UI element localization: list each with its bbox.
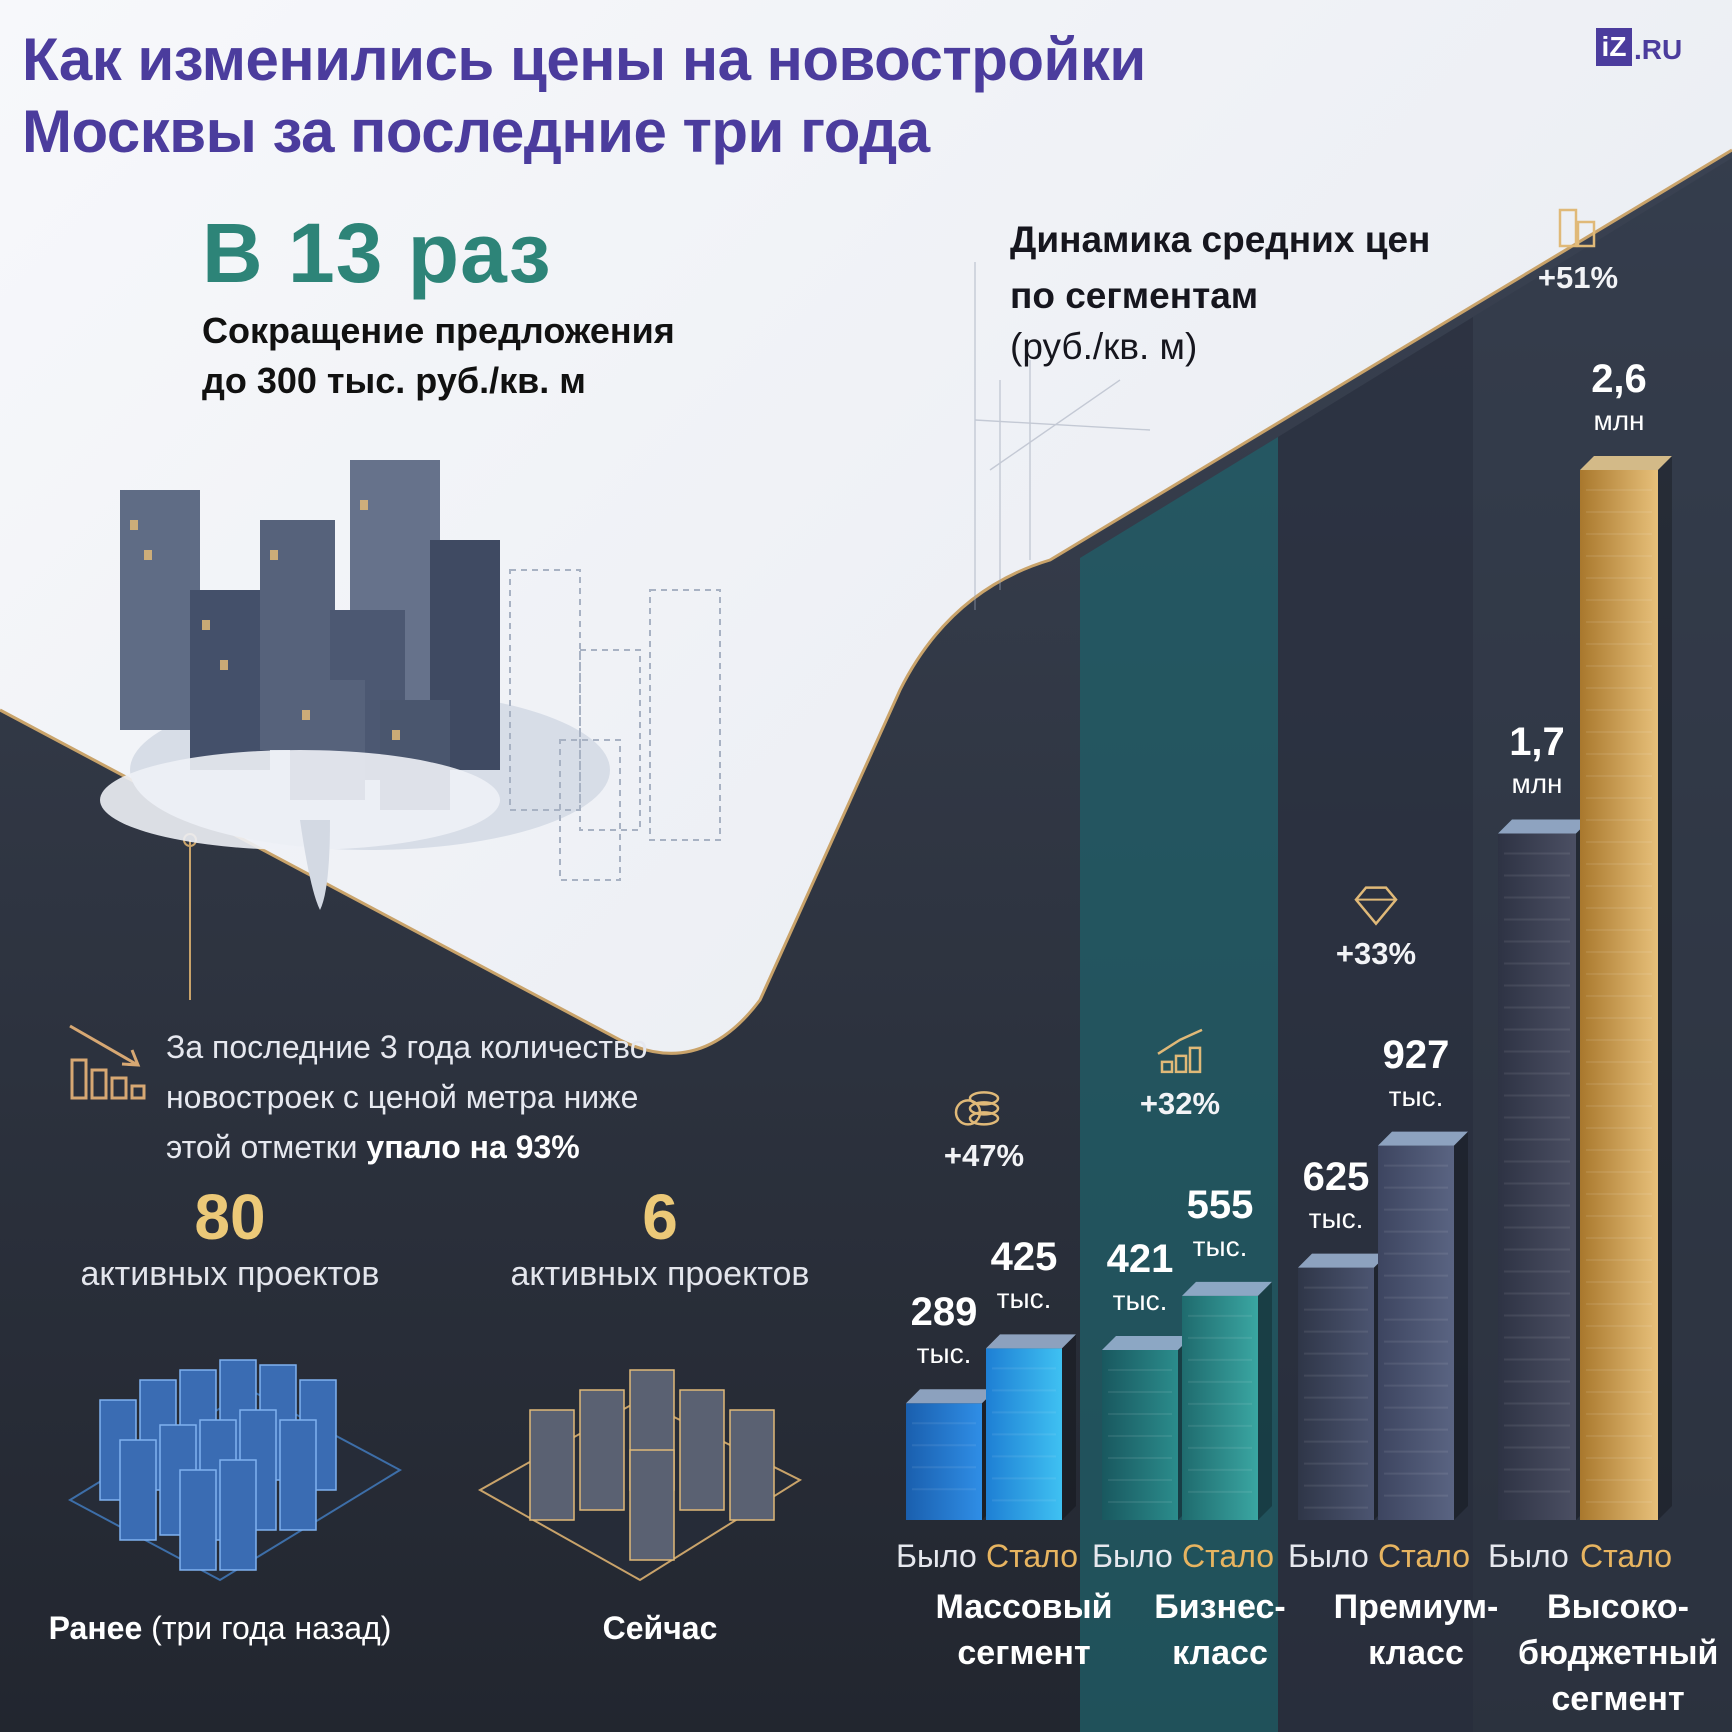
growth-chart-icon — [1157, 1028, 1203, 1074]
projects-before-label: активных проектов — [80, 1255, 380, 1293]
value-label-was-2: 625 тыс. — [1268, 1156, 1404, 1240]
drop-note-line-2: новостроек с ценой метра ниже — [166, 1079, 639, 1115]
projects-now-count: 6 — [642, 1181, 678, 1253]
reduction-description: Сокращение предложения до 300 тыс. руб./… — [202, 306, 675, 406]
bar-was-3 — [1498, 819, 1590, 1520]
bar-was-2 — [1298, 1253, 1388, 1520]
value-now-unit: млн — [1593, 405, 1645, 436]
value-now-unit: тыс. — [996, 1283, 1052, 1315]
segment-name-line-2: бюджетный — [1518, 1634, 1719, 1672]
bar-now-1 — [1182, 1281, 1272, 1520]
was-label-2: Было — [1288, 1538, 1369, 1574]
change-percent-0: +47% — [943, 1138, 1025, 1174]
projects-now-caption: Сейчас — [602, 1610, 718, 1646]
value-label-was-1: 421 тыс. — [1072, 1238, 1208, 1322]
bar-now-0 — [986, 1334, 1076, 1520]
segment-name-0: Массовый сегмент — [924, 1584, 1124, 1676]
drop-note-line-3: этой отметки упало на 93% — [166, 1129, 580, 1165]
value-was-unit: млн — [1511, 768, 1563, 800]
bar-now-2 — [1378, 1131, 1468, 1520]
projects-before-caption: Ранее (три года назад) — [48, 1610, 392, 1646]
value-was-number: 421 — [1106, 1236, 1174, 1281]
project-clusters-illustration — [67, 1359, 803, 1582]
segment-name-line-2: сегмент — [957, 1634, 1091, 1672]
change-percent-1: +32% — [1139, 1085, 1221, 1121]
building-icon — [1558, 208, 1596, 248]
segment-name-line-1: Высоко- — [1547, 1588, 1689, 1626]
before-cluster-icon — [67, 1359, 403, 1582]
now-label-1: Стало — [1182, 1538, 1275, 1574]
segment-name-line-3: сегмент — [1551, 1680, 1685, 1718]
value-now-number: 2,6 — [1591, 357, 1647, 401]
value-was-number: 1,7 — [1509, 720, 1565, 765]
bar-was-1 — [1102, 1335, 1192, 1520]
value-label-now-1: 555 тыс. — [1152, 1184, 1288, 1268]
bar-was-0 — [906, 1389, 996, 1520]
drop-note: За последние 3 года количество новострое… — [166, 1022, 647, 1172]
value-label-now-3: 2,6 млн — [1550, 358, 1688, 442]
now-cluster-icon — [477, 1369, 803, 1582]
title-line-2: Москвы за последние три года — [22, 98, 930, 165]
diamond-icon — [1354, 886, 1398, 926]
logo-iz: iZ — [1596, 28, 1632, 66]
value-was-number: 289 — [910, 1290, 978, 1335]
chart-unit: (руб./кв. м) — [1010, 326, 1198, 367]
was-label-3: Было — [1488, 1538, 1569, 1574]
value-now-unit: тыс. — [1388, 1080, 1444, 1112]
projects-before-count: 80 — [194, 1181, 266, 1253]
bar-now-3 — [1580, 456, 1672, 1520]
segment-name-3: Высоко-бюджетный сегмент — [1518, 1584, 1718, 1722]
was-label-1: Было — [1092, 1538, 1173, 1574]
reduction-desc-line-1: Сокращение предложения — [202, 310, 675, 351]
value-was-unit: тыс. — [1112, 1284, 1168, 1316]
chart-title-line-1: Динамика средних цен — [1010, 219, 1431, 260]
logo-ru: .RU — [1634, 34, 1683, 65]
value-was-unit: тыс. — [1308, 1202, 1364, 1234]
projects-now-label: активных проектов — [510, 1255, 810, 1293]
now-label-2: Стало — [1378, 1538, 1471, 1574]
value-was-unit: тыс. — [916, 1338, 972, 1370]
segment-name-line-2: класс — [1368, 1634, 1464, 1672]
was-label-0: Было — [896, 1538, 977, 1574]
segment-name-line-1: Премиум- — [1333, 1588, 1499, 1626]
chart-title-line-2: по сегментам — [1010, 275, 1259, 316]
now-label-0: Стало — [986, 1538, 1079, 1574]
change-percent-3: +51% — [1537, 260, 1619, 295]
value-label-was-3: 1,7 млн — [1468, 721, 1606, 805]
now-label-3: Стало — [1580, 1538, 1673, 1574]
segment-name-line-1: Массовый — [935, 1588, 1113, 1626]
value-was-number: 625 — [1302, 1154, 1370, 1199]
decline-chart-icon — [69, 1024, 146, 1100]
title-line-1: Как изменились цены на новостройки — [22, 26, 1146, 93]
value-label-was-0: 289 тыс. — [876, 1291, 1012, 1375]
page-title: Как изменились цены на новостройки Москв… — [22, 24, 1146, 168]
reduction-factor: В 13 раз — [202, 206, 552, 300]
segment-name-1: Бизнес-класс — [1120, 1584, 1320, 1676]
segment-name-line-1: Бизнес- — [1154, 1588, 1286, 1626]
reduction-desc-line-2: до 300 тыс. руб./кв. м — [202, 360, 586, 401]
misty-buildings-illustration — [100, 460, 721, 910]
coins-icon — [954, 1091, 1000, 1126]
value-now-number: 425 — [990, 1235, 1058, 1280]
drop-note-line-1: За последние 3 года количество — [166, 1029, 648, 1065]
value-label-now-0: 425 тыс. — [956, 1236, 1092, 1320]
iz-logo: iZ .RU — [1596, 28, 1682, 66]
chart-title: Динамика средних цен по сегментам — [1010, 212, 1430, 324]
segment-name-2: Премиум-класс — [1316, 1584, 1516, 1676]
value-label-now-2: 927 тыс. — [1348, 1034, 1484, 1118]
segment-name-line-2: класс — [1172, 1634, 1268, 1672]
value-now-number: 555 — [1186, 1182, 1254, 1227]
change-percent-2: +33% — [1335, 935, 1417, 971]
value-now-unit: тыс. — [1192, 1230, 1248, 1262]
value-now-number: 927 — [1382, 1032, 1450, 1077]
